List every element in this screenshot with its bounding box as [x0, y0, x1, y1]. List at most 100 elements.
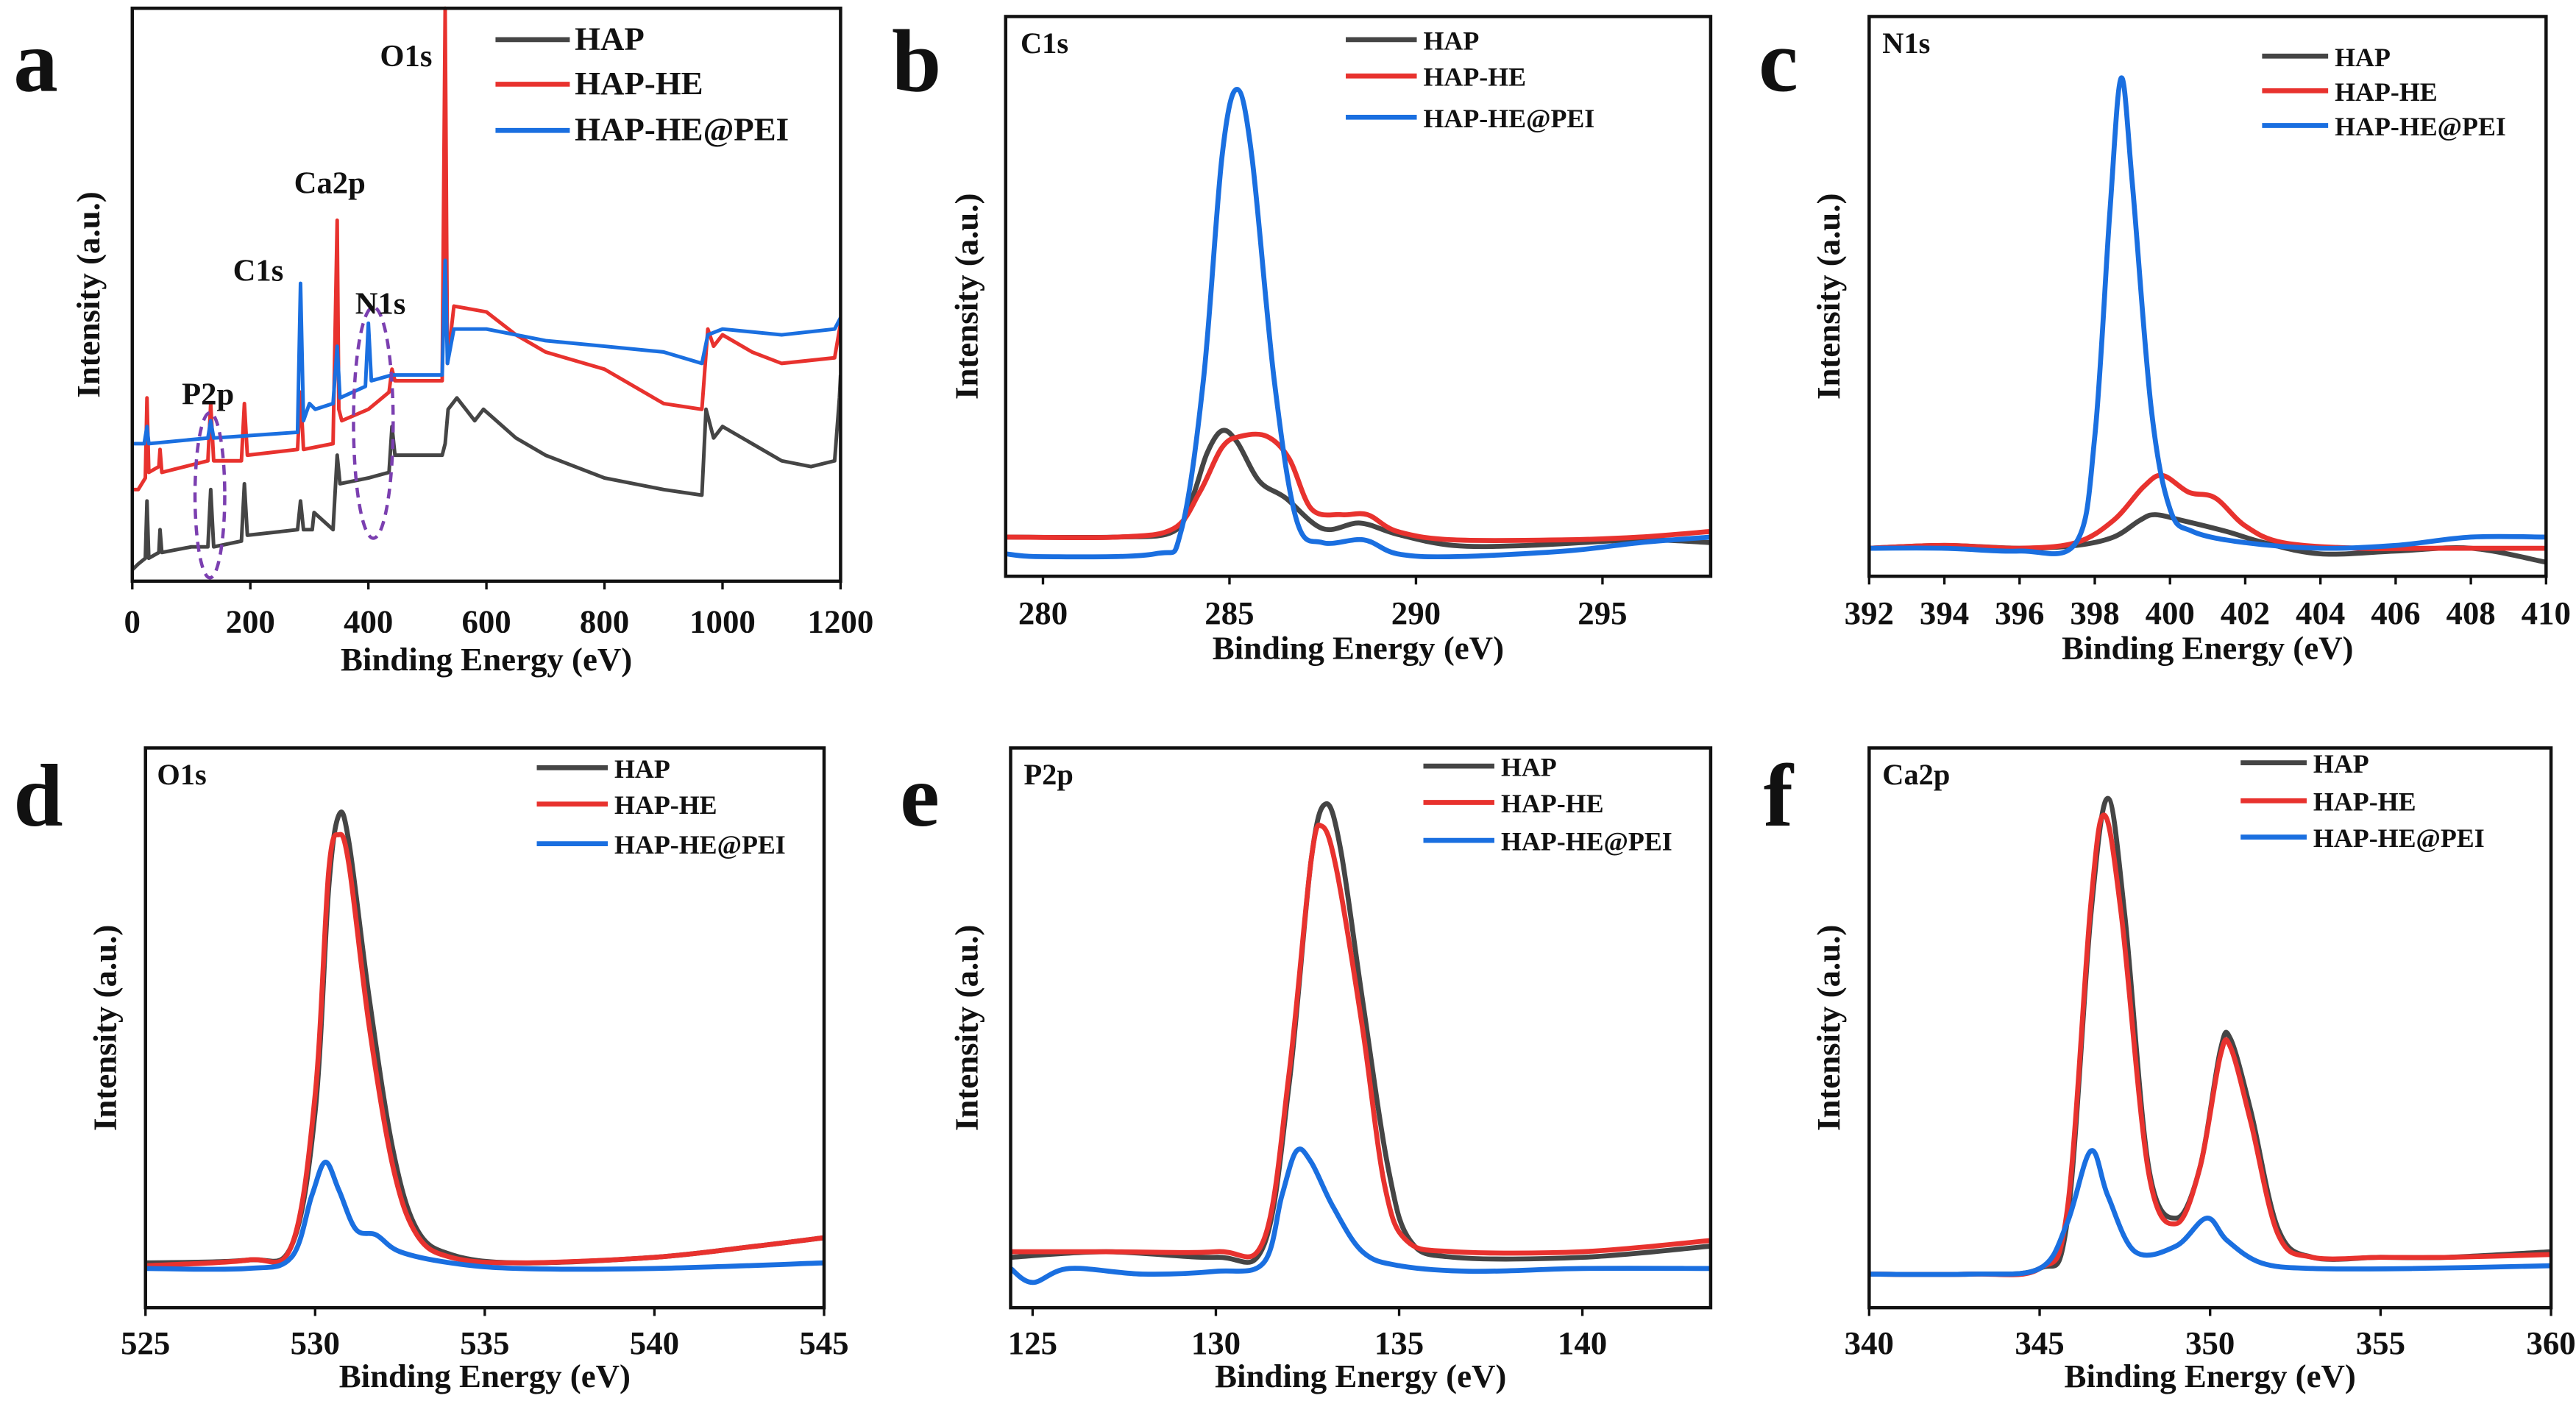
series-group — [1010, 801, 1711, 1285]
panel-letter: d — [13, 747, 63, 845]
plot-frame — [130, 6, 842, 584]
x-axis-label: Binding Energy (eV) — [341, 641, 632, 678]
legend-label: HAP-HE — [1501, 789, 1604, 818]
x-tick-label: 396 — [1995, 595, 2044, 631]
inset-label: Ca2p — [1882, 758, 1950, 791]
legend: HAP HAP-HE HAP-HE@PEI — [536, 754, 786, 859]
y-axis-label: Intensity (a.u.) — [948, 194, 985, 400]
panel-a: a 0 200 400 600 800 1000 1200 Binding Energy (eV… — [13, 6, 874, 678]
y-axis-label: Intensity (a.u.) — [1810, 925, 1847, 1131]
y-axis-label: Intensity (a.u.) — [70, 191, 107, 397]
legend-label: HAP — [614, 754, 670, 784]
series-line-hap-he — [1010, 822, 1711, 1260]
legend: HAP HAP-HE HAP-HE@PEI — [2262, 43, 2506, 141]
x-tick-label: 140 — [1558, 1324, 1607, 1361]
plot-frame — [1004, 15, 1713, 578]
legend: HAP HAP-HE HAP-HE@PEI — [495, 20, 789, 148]
series-line-hap-he — [1869, 812, 2552, 1277]
plot-frame — [1867, 15, 2548, 578]
x-tick-label: 398 — [2070, 595, 2119, 631]
series-group — [1005, 86, 1711, 560]
legend-label: HAP-HE@PEI — [1423, 104, 1594, 133]
series-line-hap-he-pei — [132, 258, 841, 446]
x-tick-label: 540 — [630, 1324, 679, 1361]
series-line-hap — [1010, 801, 1711, 1265]
x-tick-label: 0 — [124, 603, 141, 639]
series-line-hap-he-pei — [1869, 75, 2547, 556]
x-tick-label: 1000 — [689, 603, 756, 639]
series-line-hap-he — [132, 6, 841, 492]
x-tick-label: 345 — [2015, 1324, 2064, 1361]
series-line-hap — [1005, 428, 1711, 550]
legend-label: HAP-HE@PEI — [2335, 112, 2506, 141]
inset-label: O1s — [157, 758, 206, 791]
legend: HAP HAP-HE HAP-HE@PEI — [1346, 26, 1594, 133]
x-tick-label: 350 — [2185, 1324, 2235, 1361]
y-axis-label: Intensity (a.u.) — [86, 925, 123, 1131]
y-axis-label: Intensity (a.u.) — [948, 925, 985, 1131]
peak-annotation: P2p — [182, 377, 234, 412]
x-tick-label: 400 — [344, 603, 393, 639]
n1s-highlight-ellipse — [352, 305, 395, 540]
panel-letter: e — [900, 747, 940, 845]
series-line-hap-he-pei — [1869, 1148, 2552, 1277]
x-tick-label: 600 — [461, 603, 511, 639]
panel-d: d 525 530 535 540 545 Binding Energy (eV) Inten… — [13, 746, 849, 1394]
legend: HAP HAP-HE HAP-HE@PEI — [1423, 753, 1672, 857]
y-axis-label: Intensity (a.u.) — [1810, 194, 1847, 400]
x-tick-label: 404 — [2296, 595, 2345, 631]
legend-label: HAP — [2335, 43, 2391, 72]
series-line-hap-he — [1005, 431, 1711, 544]
legend-label: HAP — [2313, 749, 2369, 779]
x-tick-label: 408 — [2446, 595, 2495, 631]
p2p-highlight-ellipse — [193, 411, 227, 580]
legend-label: HAP-HE@PEI — [1501, 827, 1672, 857]
legend: HAP HAP-HE HAP-HE@PEI — [2240, 749, 2485, 853]
panel-f: f 340 345 350 355 360 Binding Energy (eV) Inten… — [1764, 746, 2576, 1394]
series-line-hap — [145, 809, 824, 1266]
series-group — [145, 809, 824, 1272]
x-tick-label: 400 — [2146, 595, 2195, 631]
panel-c: c 392 394 396 398 400 402 404 406 408 410 Binding E… — [1759, 12, 2571, 666]
legend-label: HAP-HE@PEI — [575, 111, 789, 148]
x-tick-label: 280 — [1018, 595, 1068, 631]
x-tick-label: 545 — [799, 1324, 848, 1361]
x-tick-label: 125 — [1008, 1324, 1057, 1361]
legend-label: HAP-HE — [2313, 787, 2416, 817]
x-axis-label: Binding Energy (eV) — [2062, 629, 2353, 666]
x-tick-label: 392 — [1845, 595, 1894, 631]
x-tick-label: 340 — [1845, 1324, 1894, 1361]
series-line-hap-he-pei — [145, 1160, 824, 1272]
x-tick-label: 200 — [226, 603, 275, 639]
x-tick-label: 290 — [1391, 595, 1441, 631]
x-tick-label: 1200 — [808, 603, 874, 639]
x-tick-label: 130 — [1191, 1324, 1241, 1361]
panel-letter: b — [892, 12, 941, 110]
peak-annotation: O1s — [380, 39, 432, 74]
x-tick-label: 295 — [1578, 595, 1627, 631]
series-line-hap — [1869, 795, 2552, 1277]
series-line-hap-he — [145, 831, 824, 1269]
x-tick-label: 394 — [1920, 595, 1969, 631]
series-line-hap — [132, 375, 841, 572]
x-tick-label: 135 — [1374, 1324, 1424, 1361]
series-line-hap-he-pei — [1005, 86, 1711, 560]
x-tick-label: 535 — [460, 1324, 509, 1361]
x-tick-label: 406 — [2371, 595, 2420, 631]
x-tick-label: 800 — [580, 603, 629, 639]
legend-label: HAP-HE — [2335, 77, 2438, 107]
series-line-hap-he-pei — [1010, 1146, 1711, 1285]
legend-label: HAP-HE — [614, 790, 717, 820]
inset-label: P2p — [1023, 758, 1073, 791]
x-tick-label: 410 — [2522, 595, 2571, 631]
x-axis-label: Binding Energy (eV) — [2065, 1358, 2356, 1394]
legend-label: HAP — [1501, 753, 1557, 782]
peak-annotation: Ca2p — [294, 166, 366, 201]
x-tick-label: 355 — [2356, 1324, 2405, 1361]
legend-label: HAP-HE@PEI — [614, 830, 786, 859]
x-tick-label: 530 — [291, 1324, 340, 1361]
inset-label: C1s — [1021, 26, 1068, 60]
legend-label: HAP — [1423, 26, 1479, 55]
panel-letter: c — [1759, 12, 1798, 110]
